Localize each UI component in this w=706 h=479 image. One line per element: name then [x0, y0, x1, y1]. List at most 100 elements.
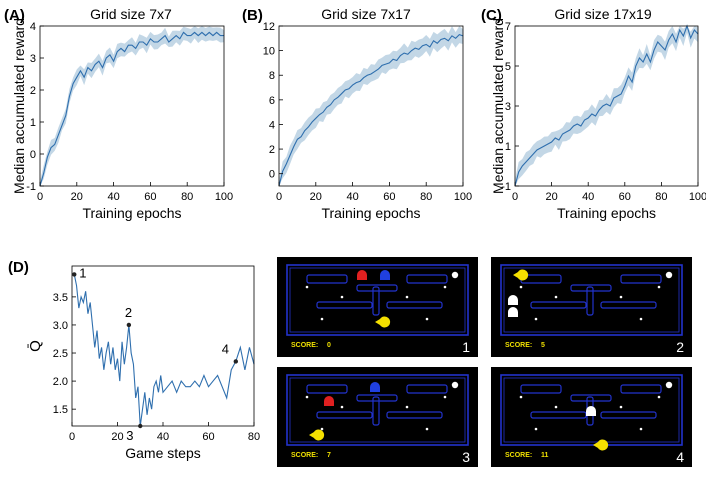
pellet [425, 317, 429, 321]
pellet [305, 395, 309, 399]
ghost-icon [357, 270, 367, 280]
pellet [657, 395, 661, 399]
ghost-icon [380, 270, 390, 280]
marker-label: 4 [222, 341, 229, 356]
game-frame-3: SCORE: 7 3 [277, 367, 478, 467]
score-value: 0 [327, 342, 331, 349]
x-axis-label: Training epochs [82, 205, 181, 221]
frame-number: 1 [462, 339, 470, 355]
x-tick-label: 40 [107, 191, 119, 203]
score-label: SCORE: [505, 452, 532, 459]
x-tick-label: 40 [582, 191, 594, 203]
series-line [278, 33, 464, 187]
ghost-icon [324, 396, 334, 406]
y-tick-label: 10 [263, 46, 275, 58]
maze-wall [503, 267, 680, 333]
pellet [340, 405, 344, 409]
maze-wall [586, 286, 594, 316]
maze-wall [600, 301, 657, 309]
game-frames: SCORE: 0 1 SCORE: 5 2 SCORE: 7 3 SCORE: 11 4 [277, 257, 692, 467]
y-tick-label: 1.5 [53, 404, 68, 416]
x-tick-label: 20 [71, 191, 83, 203]
y-tick-label: 1 [30, 117, 36, 129]
pacman-icon [593, 439, 609, 451]
score-value: 5 [541, 342, 545, 349]
maze-wall [600, 411, 657, 419]
ghost-icon [508, 295, 518, 305]
pellet [320, 317, 324, 321]
pacman-icon [375, 316, 391, 328]
plot-frame [278, 25, 464, 187]
game-frame-2: SCORE: 5 2 [491, 257, 692, 357]
y-tick-label: 0 [30, 149, 36, 161]
ghost-icon [508, 307, 518, 317]
maze-wall [620, 384, 662, 394]
game-background [277, 257, 478, 357]
game-frame-4: SCORE: 11 4 [491, 367, 692, 467]
power-pellet [665, 271, 673, 279]
maze-wall [316, 411, 373, 419]
x-tick-label: 0 [276, 191, 282, 203]
frame-number: 3 [462, 449, 470, 465]
maze-wall [570, 284, 612, 292]
pellet [554, 405, 558, 409]
maze-wall [503, 377, 680, 443]
pellet [405, 295, 409, 299]
maze-wall [372, 396, 380, 426]
maze-wall [306, 274, 348, 284]
pellet [657, 285, 661, 289]
x-tick-label: 80 [420, 191, 432, 203]
ghost-icon [586, 406, 596, 416]
game-background [491, 367, 692, 467]
pellet [320, 427, 324, 431]
marker-point [72, 272, 77, 277]
y-tick-label: 2 [269, 144, 275, 156]
x-tick-label: 0 [37, 191, 43, 203]
y-tick-label: 2.5 [53, 348, 68, 360]
pellet [519, 395, 523, 399]
x-axis-label: Training epochs [321, 205, 420, 221]
x-tick-label: 0 [512, 191, 518, 203]
maze-wall [406, 384, 448, 394]
y-axis-label: Median accumulated reward [490, 18, 506, 194]
maze-wall [356, 284, 398, 292]
y-tick-label: 2.0 [53, 376, 68, 388]
score-label: SCORE: [505, 342, 532, 349]
panel-title-b: Grid size 7x17 [321, 6, 411, 22]
x-tick-label: 20 [310, 191, 322, 203]
x-tick-label: 80 [655, 191, 667, 203]
maze-wall [289, 267, 466, 333]
maze-wall [316, 301, 373, 309]
y-tick-label: 2 [30, 85, 36, 97]
ghost-icon [370, 382, 380, 392]
pellet [425, 427, 429, 431]
series-line [514, 24, 699, 187]
score-value: 11 [541, 452, 549, 459]
pellet [405, 405, 409, 409]
pacman-icon [513, 269, 529, 281]
pellet [554, 295, 558, 299]
confidence-band [515, 26, 698, 186]
x-tick-label: 20 [111, 431, 123, 443]
x-tick-label: 20 [545, 191, 557, 203]
marker-point [126, 322, 132, 328]
maze-wall [530, 301, 587, 309]
maze-wall [306, 384, 348, 394]
y-tick-label: 4 [30, 21, 36, 33]
y-tick-label: -1 [501, 181, 511, 193]
x-tick-label: 0 [69, 431, 75, 443]
marker-label: 1 [79, 265, 86, 280]
y-tick-label: 5 [505, 61, 511, 73]
pellet [639, 427, 643, 431]
x-tick-label: 100 [215, 191, 233, 203]
y-tick-label: 3 [30, 53, 36, 65]
x-axis-label: Training epochs [557, 205, 656, 221]
marker-label: 2 [125, 305, 132, 320]
y-tick-label: 8 [269, 70, 275, 82]
pellet [443, 395, 447, 399]
power-pellet [451, 271, 459, 279]
power-pellet [665, 381, 673, 389]
score-value: 7 [327, 452, 331, 459]
